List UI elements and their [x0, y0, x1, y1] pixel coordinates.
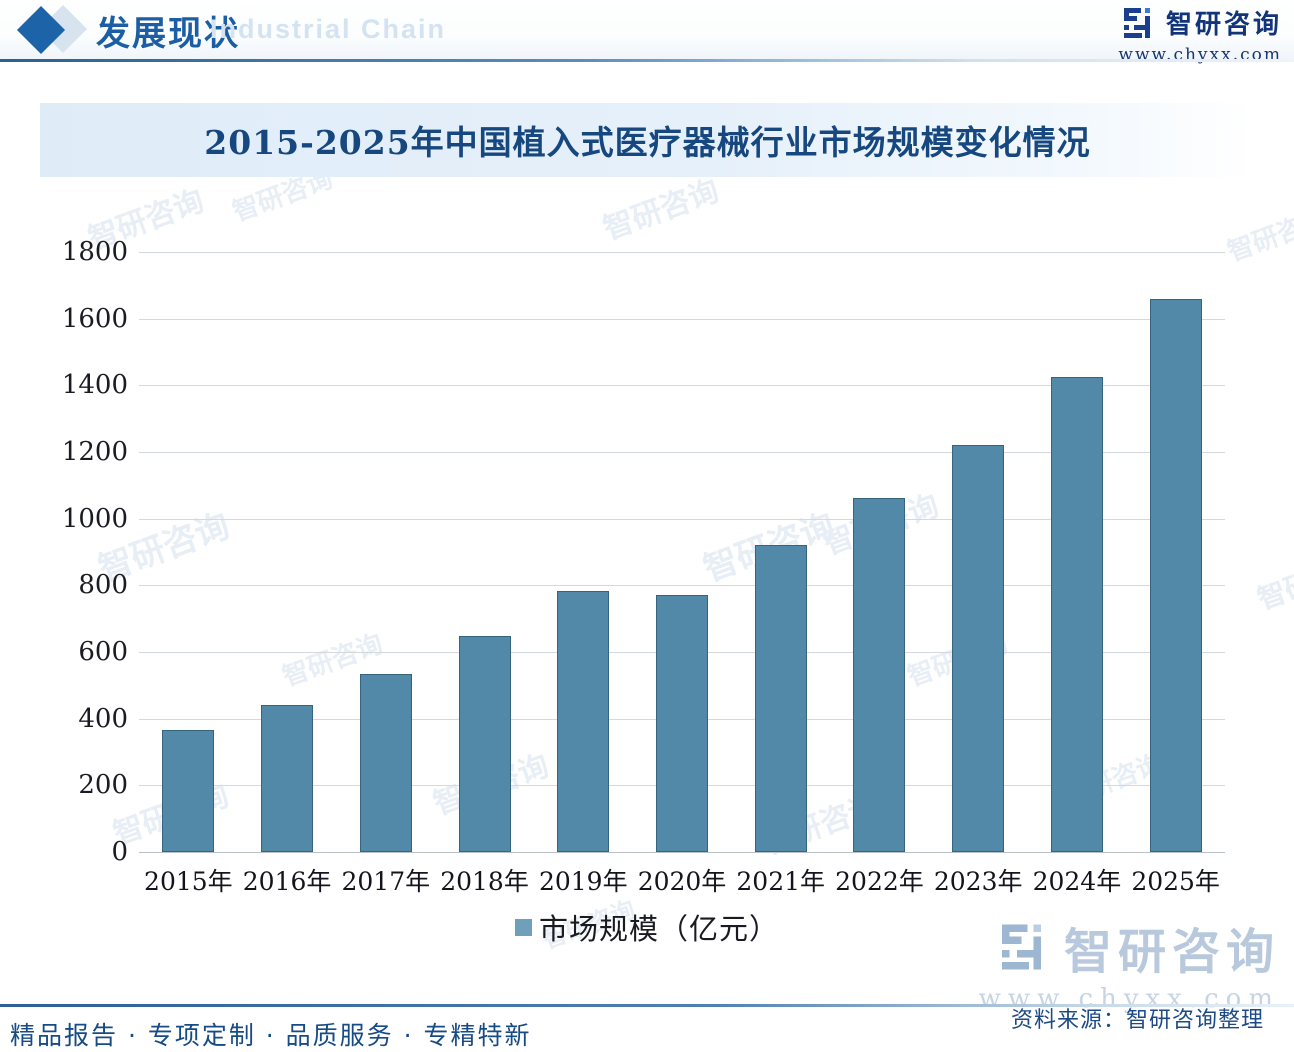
x-axis-tick-label: 2023年 — [933, 867, 1023, 896]
brand-block: 智研咨询 www.chyxx.com — [1118, 4, 1282, 65]
gridline — [139, 252, 1225, 253]
gridline — [139, 318, 1225, 320]
y-axis-tick-label: 800 — [78, 570, 128, 601]
header-ghost-text: Industrial Chain — [210, 14, 447, 44]
chart-title-band: 2015-2025年中国植入式医疗器械行业市场规模变化情况 — [40, 103, 1255, 177]
y-axis-tick-label: 200 — [78, 770, 128, 801]
x-axis-tick-label: 2018年 — [440, 867, 529, 896]
brand-name: 智研咨询 — [1165, 10, 1282, 40]
y-axis-tick-label: 1200 — [61, 437, 128, 467]
chart-source: 资料来源：智研咨询整理 — [1010, 1008, 1264, 1033]
bar — [656, 594, 708, 852]
gridline — [139, 518, 1225, 520]
bar-series — [139, 180, 1225, 853]
page-header: 发展现状 Industrial Chain 智研咨询 www.chyxx.com — [0, 0, 1294, 65]
gridline — [139, 452, 1225, 453]
header-divider — [0, 59, 1294, 62]
x-axis-tick-label: 2022年 — [835, 867, 924, 896]
x-axis-tick-label: 2025年 — [1131, 867, 1220, 896]
x-axis-tick-label: 2024年 — [1032, 867, 1122, 896]
gridline — [139, 585, 1225, 587]
chart-title: 2015-2025年中国植入式医疗器械行业市场规模变化情况 — [204, 123, 1091, 162]
x-axis-tick-label: 2021年 — [736, 867, 826, 896]
y-axis-tick-label: 1000 — [61, 503, 128, 534]
chart-plot-area: 0 200 400 600 800 1000 1200 1400 1600 1800 2015年 2… — [0, 180, 1294, 970]
footer-slogan: 精品报告 · 专项定制 · 品质服务 · 专精特新 — [10, 1021, 532, 1050]
bar — [162, 730, 215, 852]
page-title: 发展现状 — [96, 14, 240, 54]
gridline — [139, 385, 1225, 387]
bar — [557, 591, 610, 852]
x-axis-labels: 2015年 2016年 2017年 2018年 2019年 2020年 2021年 2022年… — [139, 862, 1225, 902]
x-axis-tick-label: 2015年 — [144, 867, 233, 896]
bar — [853, 497, 906, 852]
bar — [952, 445, 1005, 852]
y-axis-tick-label: 1800 — [61, 237, 128, 267]
bar — [1050, 377, 1103, 852]
x-axis-tick-label: 2016年 — [242, 867, 332, 896]
legend-label: 市场规模（亿元） — [538, 912, 779, 946]
y-axis-tick-label: 1400 — [61, 370, 128, 401]
zhiyan-logo-icon — [1123, 7, 1150, 38]
x-axis-tick-label: 2017年 — [341, 867, 431, 896]
x-axis-tick-label: 2020年 — [637, 867, 727, 896]
bar — [1149, 299, 1202, 852]
bar — [359, 673, 412, 852]
footer-divider — [0, 1004, 1294, 1007]
y-axis-tick-label: 1600 — [61, 303, 128, 334]
y-axis-tick-label: 400 — [78, 703, 128, 734]
y-axis-tick-label: 0 — [111, 837, 128, 867]
y-axis-labels: 0 200 400 600 800 1000 1200 1400 1600 1800 — [0, 180, 128, 880]
bar — [754, 544, 807, 852]
bar — [458, 636, 511, 852]
chart-axis-baseline — [139, 852, 1225, 853]
brand-url: www.chyxx.com — [1118, 45, 1282, 65]
y-axis-tick-label: 600 — [78, 637, 128, 667]
x-axis-tick-label: 2019年 — [538, 867, 628, 896]
diamond-bullet-icon — [16, 4, 90, 55]
chart-legend: 市场规模（亿元） — [0, 906, 1294, 948]
legend-swatch-icon — [514, 918, 532, 936]
bar — [261, 705, 314, 852]
